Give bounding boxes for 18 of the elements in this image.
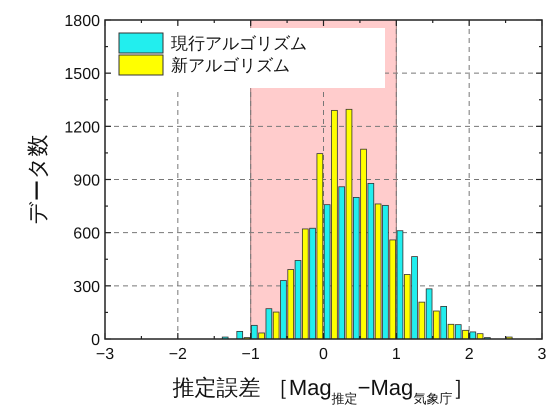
legend-label: 新アルゴリズム <box>171 56 290 75</box>
x-tick-label: −2 <box>168 346 188 363</box>
x-tick-label: 1 <box>392 346 401 363</box>
y-axis-title: データ数 <box>25 134 50 224</box>
y-tick-label: 1800 <box>64 13 100 30</box>
y-tick-label: 1200 <box>64 119 100 136</box>
legend-label: 現行アルゴリズム <box>171 34 307 53</box>
y-tick-label: 900 <box>73 172 100 190</box>
y-tick-label: 1500 <box>64 66 100 84</box>
x-tick-label: 2 <box>464 346 474 363</box>
x-tick-label: 3 <box>538 346 547 363</box>
x-axis-title: 推定誤差 ［Mag$_{推定}$−Mag$_{気象庁}$］ <box>172 375 474 406</box>
y-tick-label: 0 <box>91 332 100 349</box>
y-tick-label: 300 <box>73 278 100 296</box>
x-tick-label: −1 <box>242 346 260 363</box>
x-tick-label: −3 <box>96 346 114 363</box>
y-tick-label: 600 <box>73 226 100 243</box>
x-tick-label: 0 <box>319 346 328 363</box>
